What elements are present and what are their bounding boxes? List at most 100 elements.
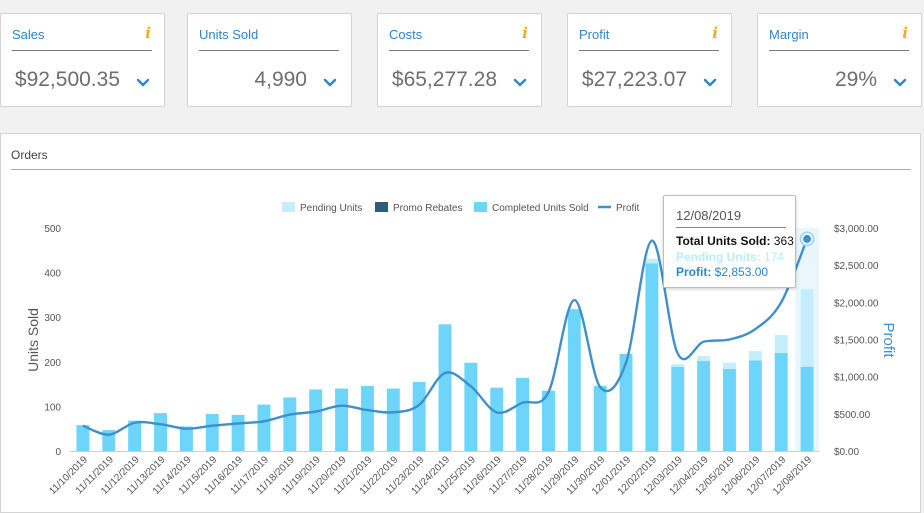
info-icon[interactable]: i: [712, 24, 718, 42]
bar-completed-units: [205, 413, 219, 451]
bar-completed-units: [76, 425, 90, 451]
kpi-value: $92,500.35: [14, 68, 120, 91]
bar-pending-units: [774, 335, 788, 353]
panel-divider: [11, 169, 911, 170]
bar-completed-units: [335, 388, 349, 451]
kpi-title: Costs: [389, 27, 423, 42]
y2-tick-label: $500.00: [834, 410, 871, 421]
kpi-title: Margin: [769, 27, 809, 42]
kpi-divider: [579, 50, 719, 51]
panel-title: Orders: [11, 148, 48, 162]
legend-promo-rebates-label: Promo Rebates: [393, 203, 462, 214]
bar-pending-units: [748, 351, 762, 361]
chevron-down-icon[interactable]: [893, 78, 907, 87]
bar-completed-units: [697, 360, 711, 451]
bar-completed-units: [231, 414, 245, 451]
legend-pending-units-swatch: [282, 202, 295, 212]
profit-line: [82, 238, 809, 436]
bar-completed-units: [309, 389, 323, 451]
bar-pending-units: [723, 362, 736, 369]
bar-completed-units: [179, 426, 193, 451]
bar-completed-units: [645, 263, 659, 451]
tooltip-pending-label: Pending Units:: [676, 250, 761, 264]
bar-completed-units: [412, 381, 426, 451]
kpi-value: $65,277.28: [391, 68, 497, 91]
info-icon[interactable]: i: [902, 24, 908, 42]
chart-tooltip: 12/08/2019 Total Units Sold: 363 Pending…: [663, 195, 796, 288]
chevron-down-icon[interactable]: [323, 78, 337, 87]
bar-completed-units: [619, 353, 633, 451]
chevron-down-icon[interactable]: [136, 78, 150, 87]
kpi-value: 4,990: [254, 68, 307, 91]
bar-completed-units: [748, 360, 762, 451]
y-tick-label: 500: [44, 224, 61, 235]
kpi-card-profit[interactable]: Profit i $27,223.07: [567, 13, 732, 107]
y2-tick-label: $3,000.00: [834, 224, 879, 235]
chevron-down-icon[interactable]: [703, 78, 717, 87]
info-icon[interactable]: i: [145, 24, 151, 42]
kpi-card-margin[interactable]: Margin i 29%: [757, 13, 922, 107]
bar-completed-units: [593, 385, 607, 451]
y-tick-label: 300: [44, 313, 61, 324]
legend-completed-units-label: Completed Units Sold: [492, 203, 589, 214]
tooltip-date: 12/08/2019: [676, 208, 742, 223]
bar-completed-units: [541, 390, 555, 451]
tooltip-profit-label: Profit:: [676, 265, 712, 279]
y-axis-title: Units Sold: [25, 308, 41, 372]
bar-pending-units: [671, 364, 685, 367]
legend-promo-rebates-swatch: [375, 202, 388, 212]
kpi-value: 29%: [834, 68, 877, 91]
y-tick-label: 0: [55, 447, 61, 458]
bar-pending-units: [697, 356, 711, 361]
bar-completed-units: [386, 388, 400, 451]
y2-tick-label: $1,000.00: [834, 373, 879, 384]
info-icon[interactable]: i: [522, 24, 528, 42]
y2-tick-label: $0.00: [834, 447, 859, 458]
kpi-divider: [12, 50, 152, 51]
tooltip-total: Total Units Sold: 363: [676, 234, 794, 248]
tooltip-total-label: Total Units Sold:: [676, 234, 771, 248]
kpi-card-costs[interactable]: Costs i $65,277.28: [377, 13, 542, 107]
bar-completed-units: [257, 404, 271, 451]
kpi-title: Profit: [579, 27, 610, 42]
y2-tick-label: $1,500.00: [834, 336, 879, 347]
profit-point-highlight: [803, 234, 812, 243]
kpi-card-sales[interactable]: Sales i $92,500.35: [0, 13, 165, 107]
bar-completed-units: [360, 385, 374, 451]
y-tick-label: 200: [44, 358, 61, 369]
bar-completed-units: [283, 397, 297, 451]
chevron-down-icon[interactable]: [513, 78, 527, 87]
bar-completed-units: [516, 377, 530, 451]
bar-completed-units: [774, 352, 788, 451]
bar-completed-units: [464, 362, 478, 451]
legend-profit-label: Profit: [616, 203, 640, 214]
kpi-divider: [199, 50, 339, 51]
kpi-card-units-sold[interactable]: Units Sold 4,990: [187, 13, 352, 107]
bar-completed-units: [723, 368, 736, 451]
bar-pending-units: [645, 258, 659, 264]
tooltip-pending: Pending Units: 174: [676, 250, 784, 264]
legend-pending-units-label: Pending Units: [300, 203, 362, 214]
bar-completed-units: [671, 366, 685, 451]
kpi-divider: [389, 50, 529, 51]
kpi-value: $27,223.07: [581, 68, 687, 91]
tooltip-profit: Profit: $2,853.00: [676, 265, 768, 279]
y2-tick-label: $2,500.00: [834, 261, 879, 272]
y-tick-label: 400: [44, 269, 61, 280]
kpi-title: Units Sold: [199, 27, 259, 42]
tooltip-total-value: 363: [773, 234, 794, 248]
bar-pending-units: [800, 289, 814, 367]
tooltip-pending-value: 174: [764, 250, 785, 264]
y2-axis-title: Profit: [880, 322, 897, 358]
bar-completed-units: [800, 366, 814, 451]
legend-completed-units-swatch: [474, 202, 487, 212]
kpi-divider: [769, 50, 909, 51]
tooltip-profit-value: $2,853.00: [714, 265, 769, 279]
bar-completed-units: [154, 413, 167, 451]
tooltip-divider: [676, 227, 786, 228]
bar-completed-units: [490, 387, 504, 451]
bar-completed-units: [567, 309, 581, 451]
y-tick-label: 100: [44, 402, 61, 413]
kpi-title: Sales: [12, 27, 45, 42]
